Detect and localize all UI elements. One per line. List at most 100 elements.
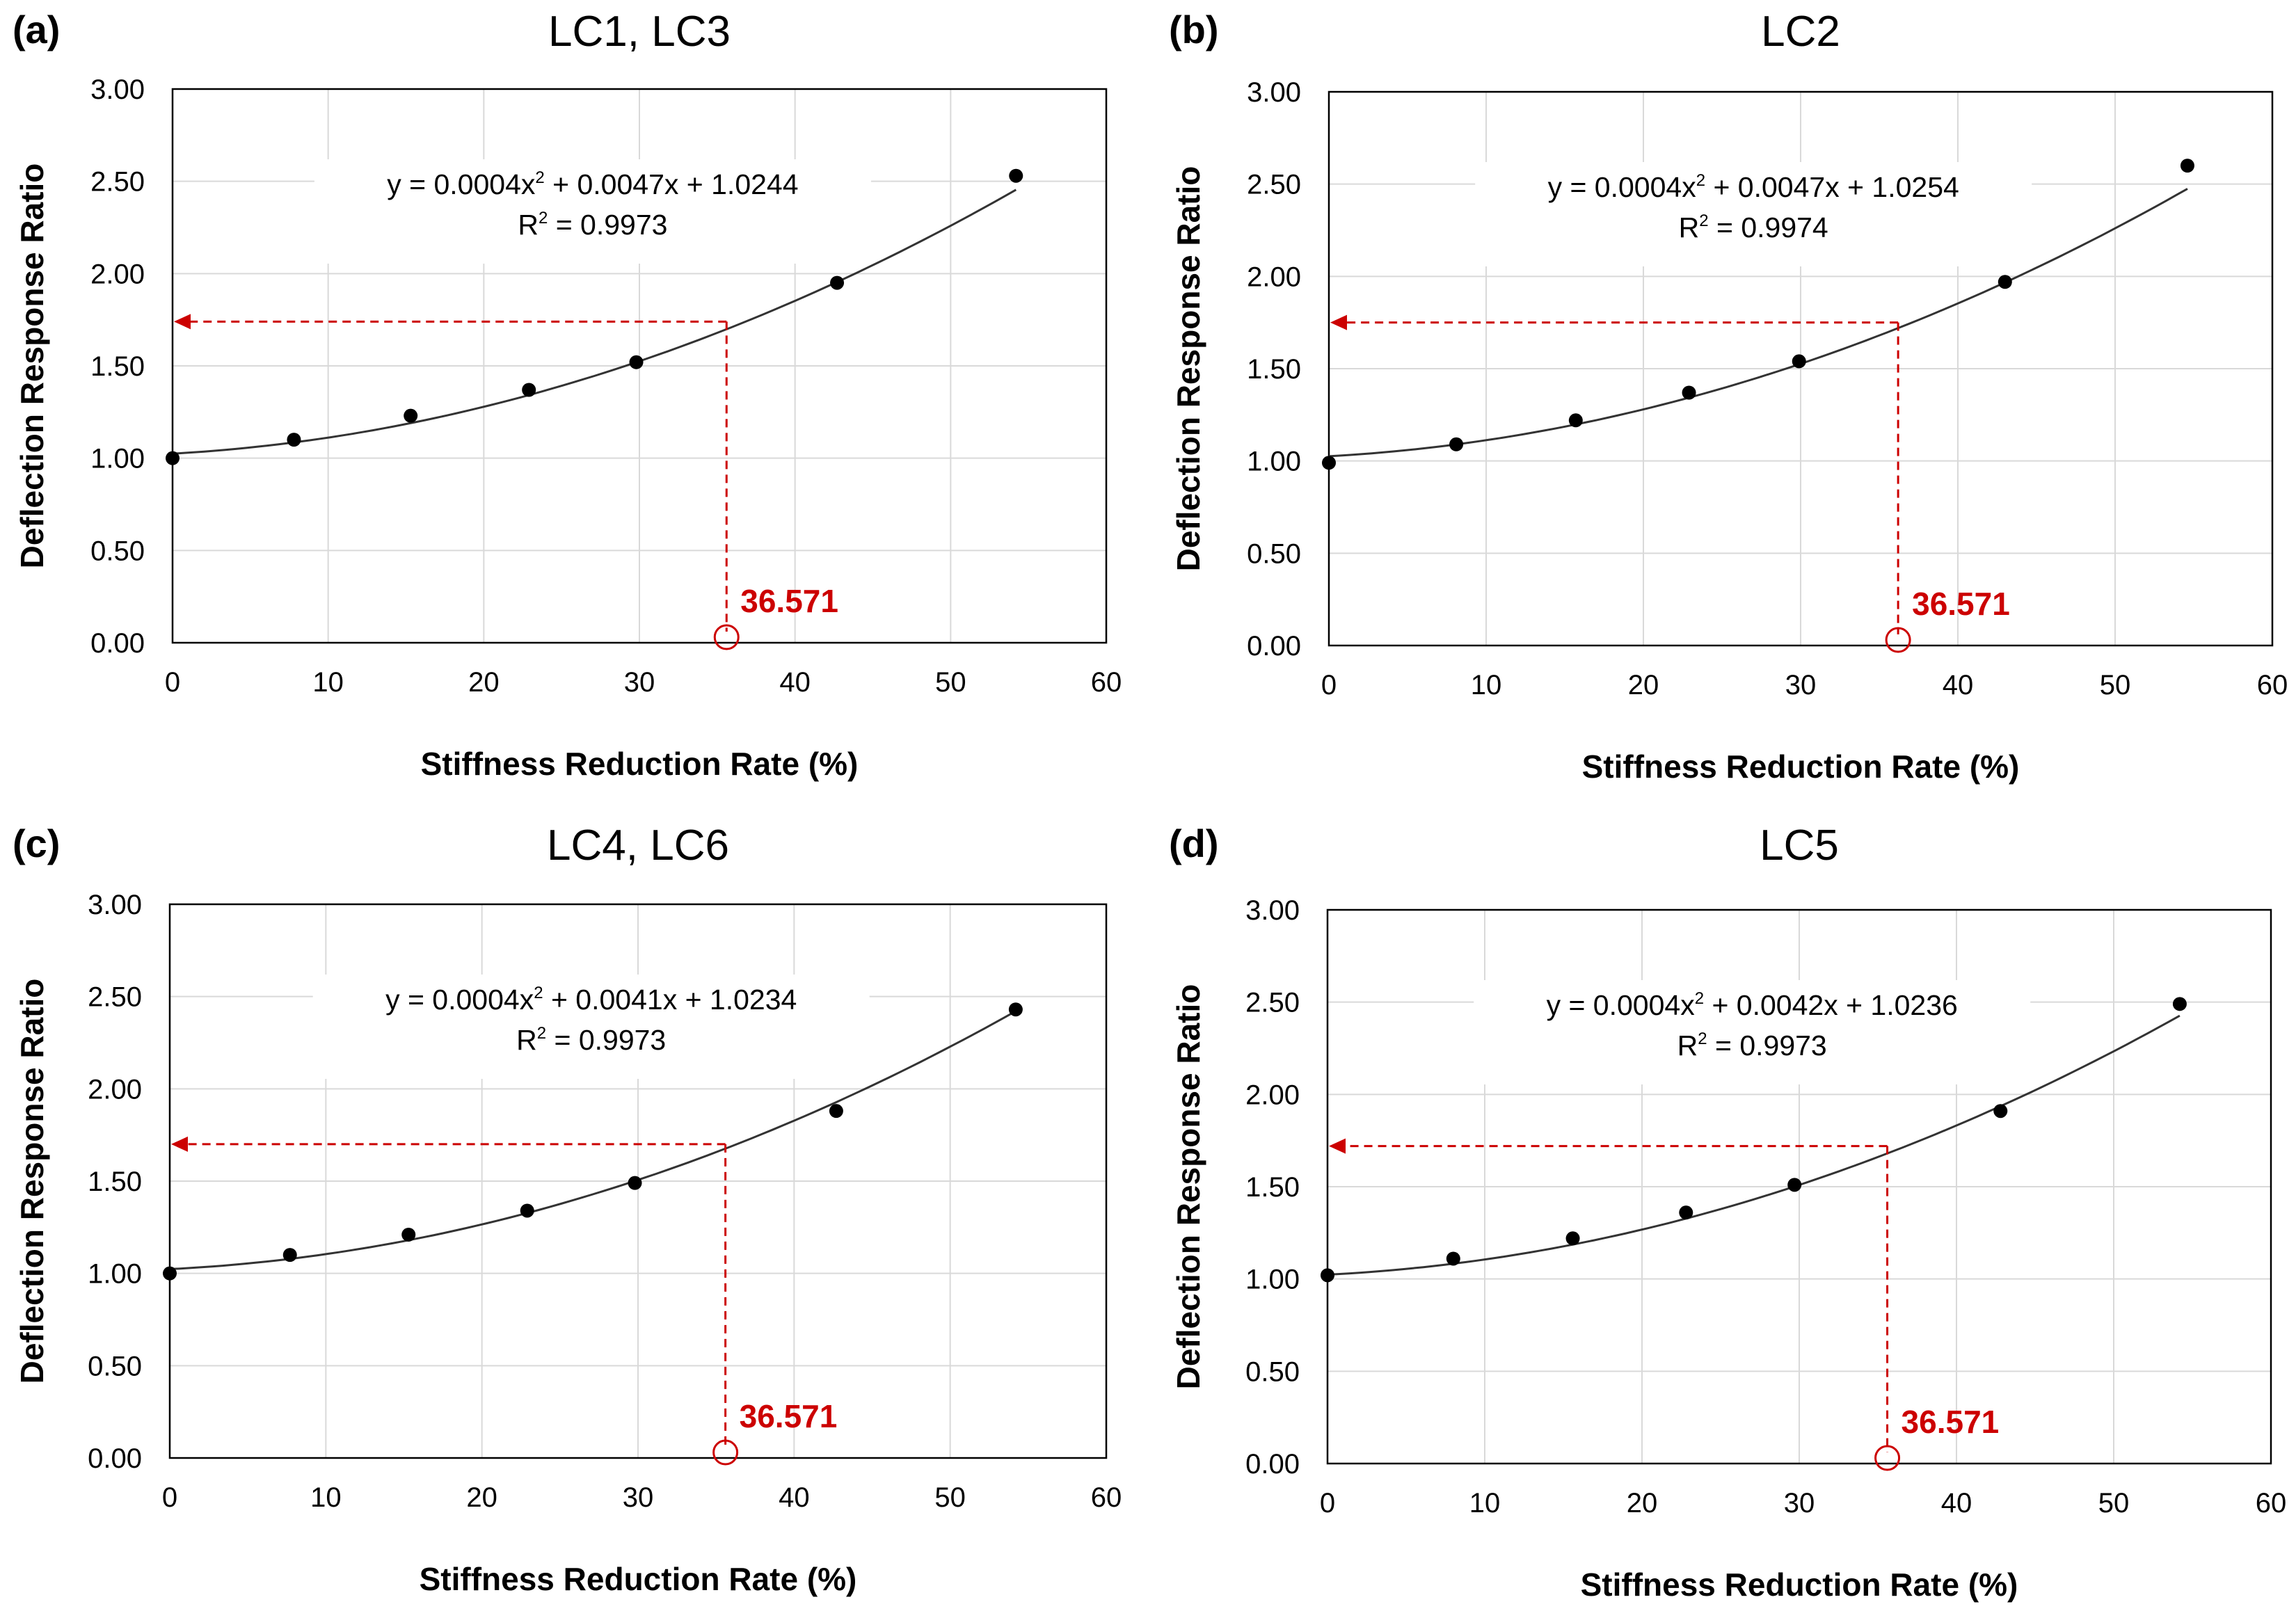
data-point	[830, 275, 845, 290]
r-squared-right: = 0.9973	[548, 209, 667, 241]
guide-arrow-head	[171, 1136, 188, 1152]
x-tick-label: 50	[2098, 1488, 2130, 1518]
y-tick-label: 3.00	[1247, 77, 1301, 108]
y-tick-label: 1.00	[1247, 447, 1301, 477]
x-tick-label: 60	[1091, 1482, 1122, 1513]
r-squared-exponent: 2	[1699, 211, 1708, 230]
y-axis-title: Deflection Response Ratio	[1170, 166, 1206, 572]
plot-frame	[1326, 908, 2272, 1465]
r-squared-left: R	[1677, 1029, 1698, 1061]
y-tick-label: 0.50	[1245, 1356, 1300, 1387]
r-squared: R2 = 0.9973	[516, 1024, 666, 1056]
y-tick-label: 0.50	[1247, 538, 1301, 569]
chart-title: LC2	[1761, 8, 1840, 56]
data-point	[629, 355, 644, 369]
guide-arrow-head	[1330, 314, 1347, 330]
data-point	[1679, 1205, 1693, 1220]
x-tick-label: 30	[623, 1482, 654, 1513]
equation-exponent: 2	[1695, 989, 1704, 1008]
data-point	[287, 433, 301, 447]
data-point	[520, 1203, 534, 1218]
y-tick-label: 0.00	[1247, 631, 1301, 662]
chart-panel-1: (a) LC1, LC3 0 10 20 30 40 50 60 0.00 0.50 1.00 1.50…	[13, 8, 1122, 782]
chart-panel-3: (c) LC4, LC6 0 10 20 30 40 50 60 0.00 0.50 1.00 1.50…	[13, 821, 1122, 1597]
x-tick-label: 20	[1628, 670, 1659, 700]
x-tick-label: 40	[779, 1482, 810, 1513]
x-tick-label: 20	[468, 667, 500, 698]
x-tick-label: 10	[312, 667, 344, 698]
data-point	[2180, 159, 2194, 173]
trendline-equation: y = 0.0004x2 + 0.0047x + 1.0254	[1548, 171, 1959, 203]
y-tick-label: 1.00	[88, 1259, 142, 1290]
equation-exponent: 2	[534, 984, 543, 1002]
x-tick-label: 10	[310, 1482, 342, 1513]
y-tick-label: 2.50	[1247, 170, 1301, 200]
data-point	[2172, 997, 2187, 1011]
x-tick-label: 20	[1627, 1488, 1658, 1518]
marker-value-label: 36.571	[1912, 586, 2010, 622]
data-point	[401, 1227, 416, 1242]
marker-value-label: 36.571	[1902, 1404, 2000, 1440]
panel-letter: (a)	[13, 8, 60, 51]
trendline	[169, 1010, 1017, 1270]
x-tick-label: 50	[935, 667, 966, 698]
data-point	[1993, 1104, 2008, 1119]
data-point	[1682, 385, 1696, 400]
y-tick-label: 2.00	[1247, 262, 1301, 292]
data-point	[628, 1176, 642, 1190]
guide-arrow-head	[1329, 1138, 1346, 1154]
chart-title: LC1, LC3	[548, 8, 731, 56]
plot-frame	[1328, 90, 2274, 647]
equation-right: + 0.0042x + 1.0236	[1704, 989, 1958, 1021]
data-point	[1009, 168, 1023, 183]
equation-right: + 0.0041x + 1.0234	[543, 984, 797, 1016]
data-point	[1008, 1002, 1023, 1017]
data-point	[1446, 1251, 1460, 1266]
r-squared-left: R	[516, 1024, 537, 1056]
panel-letter: (b)	[1169, 8, 1219, 51]
r-squared-right: = 0.9973	[546, 1024, 666, 1056]
x-axis-title: Stiffness Reduction Rate (%)	[1581, 1566, 2018, 1603]
intersection-marker	[712, 1439, 739, 1466]
y-tick-label: 1.50	[1245, 1172, 1300, 1203]
data-point	[1449, 437, 1464, 451]
x-tick-label: 0	[162, 1482, 177, 1513]
data-point	[1998, 275, 2012, 289]
x-tick-label: 0	[165, 667, 180, 698]
y-axis-title: Deflection Response Ratio	[1170, 984, 1206, 1390]
x-tick-label: 30	[624, 667, 655, 698]
marker-value-label: 36.571	[740, 583, 838, 619]
chart-title: LC5	[1760, 821, 1839, 869]
x-tick-label: 40	[779, 667, 811, 698]
intersection-marker	[1885, 627, 1911, 653]
y-tick-label: 0.50	[88, 1351, 142, 1381]
data-point	[1787, 1178, 1802, 1192]
trendline	[1327, 1014, 2181, 1276]
equation-left: y = 0.0004x	[387, 168, 536, 200]
equation-exponent: 2	[1696, 171, 1705, 190]
equation-right: + 0.0047x + 1.0244	[545, 168, 799, 200]
x-tick-label: 30	[1784, 1488, 1815, 1518]
y-tick-label: 2.50	[1245, 988, 1300, 1018]
data-point	[1321, 1268, 1334, 1283]
data-point	[163, 1266, 177, 1281]
x-tick-label: 0	[1320, 1488, 1335, 1518]
x-tick-label: 50	[2100, 670, 2131, 700]
y-axis-title: Deflection Response Ratio	[14, 163, 50, 569]
data-point	[1792, 354, 1806, 369]
equation-exponent: 2	[535, 168, 544, 187]
trendline	[172, 189, 1017, 455]
equation-box	[314, 159, 871, 264]
data-point	[1568, 413, 1583, 428]
trendline-equation: y = 0.0004x2 + 0.0042x + 1.0236	[1547, 989, 1958, 1021]
r-squared-exponent: 2	[537, 1024, 546, 1043]
x-axis-title: Stiffness Reduction Rate (%)	[1582, 748, 2020, 785]
equation-left: y = 0.0004x	[385, 984, 534, 1016]
y-tick-label: 2.00	[1245, 1080, 1300, 1110]
r-squared: R2 = 0.9973	[518, 209, 667, 241]
guide-arrow-head	[174, 314, 191, 330]
x-axis-title: Stiffness Reduction Rate (%)	[420, 1561, 857, 1597]
x-tick-label: 10	[1471, 670, 1502, 700]
r-squared-right: = 0.9973	[1707, 1029, 1827, 1061]
